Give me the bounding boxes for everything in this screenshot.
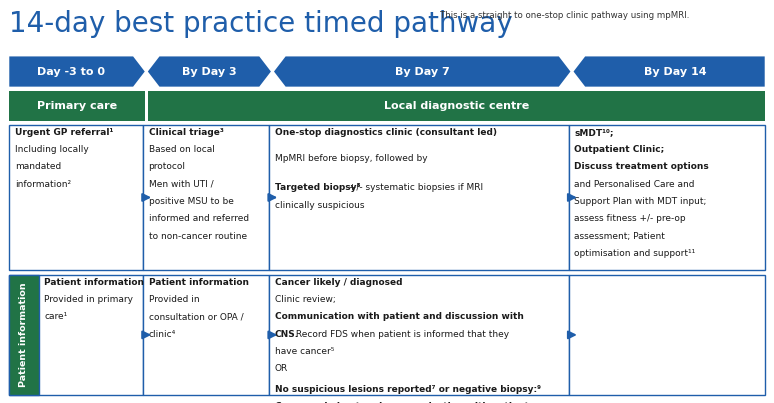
- Text: Outpatient Clinic;: Outpatient Clinic;: [574, 145, 665, 154]
- Text: information²: information²: [15, 180, 71, 189]
- Text: +/- systematic biopsies if MRI: +/- systematic biopsies if MRI: [346, 183, 483, 192]
- Text: Urgent GP referral¹: Urgent GP referral¹: [15, 128, 113, 137]
- Text: Communication with patient and discussion with: Communication with patient and discussio…: [275, 312, 524, 321]
- Text: Targeted biopsy⁸: Targeted biopsy⁸: [275, 183, 360, 192]
- Text: have cancer⁵: have cancer⁵: [275, 347, 334, 356]
- Text: care¹: care¹: [44, 312, 67, 321]
- Text: OR: OR: [275, 364, 288, 373]
- Polygon shape: [148, 56, 271, 87]
- Text: Local diagnostic centre: Local diagnostic centre: [384, 101, 529, 111]
- FancyBboxPatch shape: [269, 125, 569, 270]
- Text: By Day 7: By Day 7: [395, 66, 450, 77]
- FancyBboxPatch shape: [9, 275, 39, 395]
- Text: Patient information: Patient information: [19, 283, 29, 387]
- Text: protocol: protocol: [149, 162, 186, 171]
- Text: By Day 14: By Day 14: [644, 66, 706, 77]
- Text: informed and referred: informed and referred: [149, 214, 248, 223]
- Text: 14-day best practice timed pathway: 14-day best practice timed pathway: [9, 10, 513, 38]
- Text: By Day 3: By Day 3: [182, 66, 237, 77]
- Text: clinic⁴: clinic⁴: [149, 330, 176, 339]
- Text: Clinic review;: Clinic review;: [275, 295, 335, 304]
- FancyBboxPatch shape: [9, 91, 145, 121]
- Text: Provided in: Provided in: [149, 295, 199, 304]
- Text: Primary care: Primary care: [37, 101, 117, 111]
- Text: Including locally: Including locally: [15, 145, 88, 154]
- Text: One-stop diagnostics clinic (consultant led): One-stop diagnostics clinic (consultant …: [275, 128, 497, 137]
- Text: Men with UTI /: Men with UTI /: [149, 180, 213, 189]
- Text: assess fitness +/- pre-op: assess fitness +/- pre-op: [574, 214, 686, 223]
- Text: Support Plan with MDT input;: Support Plan with MDT input;: [574, 197, 707, 206]
- Text: clinically suspicious: clinically suspicious: [275, 201, 365, 210]
- FancyBboxPatch shape: [569, 125, 765, 270]
- FancyBboxPatch shape: [143, 125, 269, 270]
- Text: assessment; Patient: assessment; Patient: [574, 232, 665, 241]
- FancyBboxPatch shape: [9, 275, 143, 395]
- Polygon shape: [574, 56, 765, 87]
- Text: consultation or OPA /: consultation or OPA /: [149, 312, 243, 321]
- Text: No suspicious lesions reported⁷ or negative biopsy:⁹: No suspicious lesions reported⁷ or negat…: [275, 385, 541, 394]
- Text: Record FDS when patient is informed that they: Record FDS when patient is informed that…: [293, 330, 509, 339]
- Text: Cancer likely / diagnosed: Cancer likely / diagnosed: [275, 278, 402, 287]
- Text: Provided in primary: Provided in primary: [44, 295, 133, 304]
- FancyBboxPatch shape: [143, 275, 269, 395]
- Text: sMDT¹⁰;: sMDT¹⁰;: [574, 128, 614, 137]
- Text: Based on local: Based on local: [149, 145, 214, 154]
- FancyBboxPatch shape: [269, 275, 569, 395]
- Text: to non-cancer routine: to non-cancer routine: [149, 232, 247, 241]
- Text: optimisation and support¹¹: optimisation and support¹¹: [574, 249, 696, 258]
- Polygon shape: [274, 56, 570, 87]
- Text: Patient information: Patient information: [44, 278, 144, 287]
- FancyBboxPatch shape: [148, 91, 765, 121]
- Text: and Personalised Care and: and Personalised Care and: [574, 180, 695, 189]
- Text: Day -3 to 0: Day -3 to 0: [37, 66, 105, 77]
- Text: Discuss treatment options: Discuss treatment options: [574, 162, 709, 171]
- Text: positive MSU to be: positive MSU to be: [149, 197, 234, 206]
- FancyBboxPatch shape: [9, 125, 143, 270]
- FancyBboxPatch shape: [569, 275, 765, 395]
- Text: Clinical triage³: Clinical triage³: [149, 128, 224, 137]
- Text: This is a straight to one-stop clinic pathway using mpMRI.: This is a straight to one-stop clinic pa…: [440, 11, 689, 20]
- Text: MpMRI before biopsy, followed by: MpMRI before biopsy, followed by: [275, 154, 427, 163]
- Text: CNS.: CNS.: [275, 330, 299, 339]
- Text: mandated: mandated: [15, 162, 61, 171]
- Text: Patient information: Patient information: [149, 278, 248, 287]
- Polygon shape: [9, 56, 145, 87]
